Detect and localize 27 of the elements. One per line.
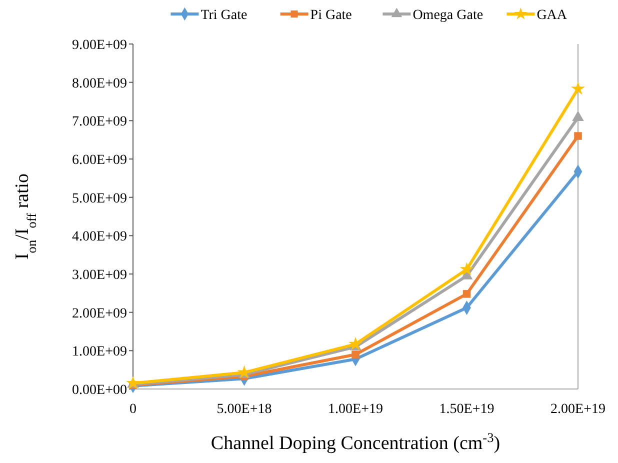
point [462,290,471,298]
y-tick-label: 4.00E+09 [72,230,127,245]
y-tick-label: 1.00E+09 [72,344,127,360]
legend-label: Tri Gate [200,8,248,23]
x-tick-label: 0 [130,402,136,417]
y-tick-label: 6.00E+09 [72,153,127,168]
y-tick-label: 8.00E+09 [72,76,127,92]
y-tick-label: 5.00E+09 [72,191,127,206]
y-tick-label: 2.00E+09 [72,306,127,322]
point [571,82,585,95]
legend-label: Pi Gate [310,8,352,23]
point [460,262,474,276]
point [352,350,360,358]
point [572,110,584,121]
x-tick-label: 1.50E+19 [439,402,494,417]
x-tick-label: 5.00E+18 [216,402,272,417]
legend-label: Omega Gate [412,8,484,23]
legend-label: GAA [536,8,568,23]
point [574,132,582,140]
y-tick-label: 3.00E+09 [72,268,127,283]
point [348,336,362,350]
x-tick-label: 1.00E+19 [328,402,383,417]
x-tick-label: 2.00E+19 [550,402,606,417]
y-tick-label: 0.00E+00 [72,383,127,398]
y-tick-label: 7.00E+09 [72,114,127,130]
x-axis-title: Channel Doping Concentration (cm$^{-3}$) [210,430,500,454]
y-tick-label: 9.00E+09 [72,38,127,53]
